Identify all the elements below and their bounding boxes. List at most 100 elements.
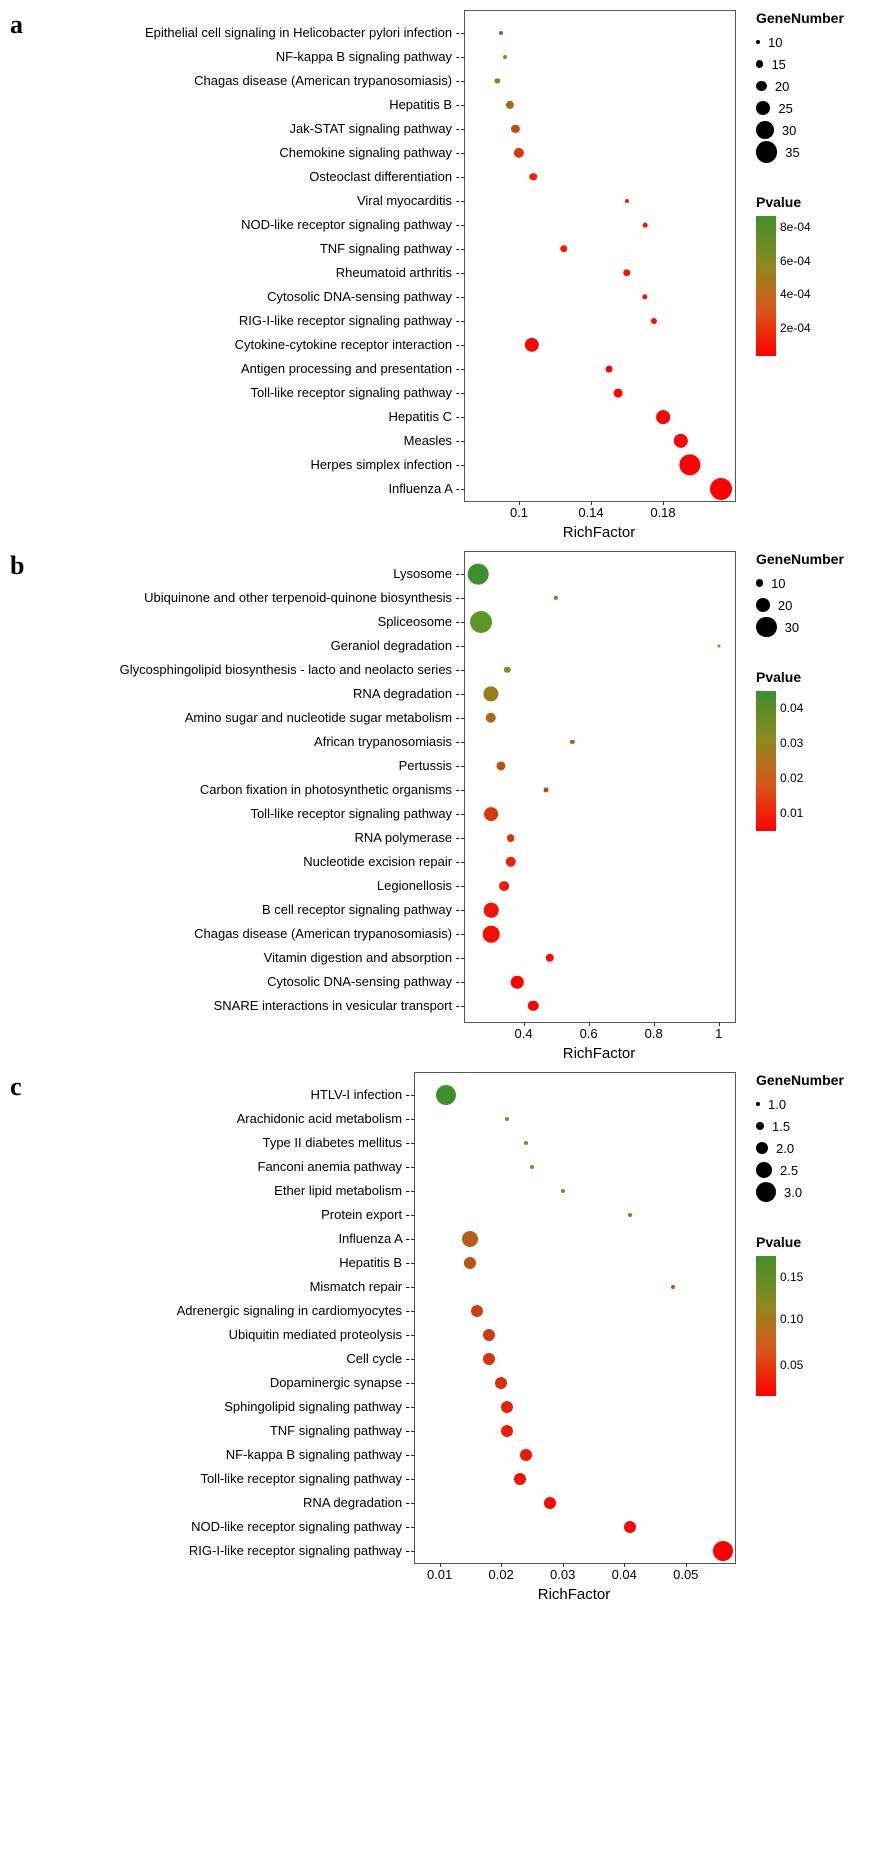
- data-point: [506, 101, 514, 109]
- y-tick-label: Chemokine signaling pathway -: [30, 140, 460, 164]
- data-point: [628, 1213, 632, 1217]
- y-tick-label: TNF signaling pathway -: [30, 236, 460, 260]
- data-point: [614, 389, 623, 398]
- y-tick-label: Hepatitis B -: [30, 92, 460, 116]
- legends: GeneNumber102030Pvalue0.040.030.020.01: [756, 551, 844, 831]
- data-point: [484, 807, 498, 821]
- y-tick: [411, 1311, 415, 1312]
- data-point: [717, 645, 720, 648]
- colorbar: 0.150.100.05: [756, 1256, 776, 1396]
- colorbar: 8e-046e-044e-042e-04: [756, 216, 776, 356]
- y-tick: [411, 1383, 415, 1384]
- size-legend-title: GeneNumber: [756, 10, 844, 26]
- y-tick: [411, 1479, 415, 1480]
- y-tick-label: Hepatitis B -: [30, 1250, 410, 1274]
- y-tick: [461, 694, 465, 695]
- x-tick-label: 0.8: [645, 1026, 663, 1041]
- x-tick-label: 0.01: [427, 1567, 452, 1582]
- size-swatch: [756, 141, 777, 162]
- y-tick: [461, 33, 465, 34]
- y-tick-label: Rheumatoid arthritis -: [30, 260, 460, 284]
- y-tick-label: Carbon fixation in photosynthetic organi…: [30, 777, 460, 801]
- figure-root: aEpithelial cell signaling in Helicobact…: [10, 10, 894, 1603]
- size-swatch: [756, 617, 777, 638]
- y-tick: [461, 1006, 465, 1007]
- y-tick-label: Toll-like receptor signaling pathway -: [30, 380, 460, 404]
- y-tick: [461, 81, 465, 82]
- y-tick-label: Epithelial cell signaling in Helicobacte…: [30, 20, 460, 44]
- y-tick: [411, 1551, 415, 1552]
- y-tick-label: Influenza A -: [30, 1226, 410, 1250]
- y-tick-label: NF-kappa B signaling pathway -: [30, 1442, 410, 1466]
- y-tick: [461, 670, 465, 671]
- data-point: [511, 976, 524, 989]
- y-tick-label: NOD-like receptor signaling pathway -: [30, 1514, 410, 1538]
- data-point: [643, 223, 648, 228]
- y-tick: [411, 1287, 415, 1288]
- y-tick: [461, 417, 465, 418]
- y-tick-label: Glycosphingolipid biosynthesis - lacto a…: [30, 657, 460, 681]
- size-swatch: [756, 1122, 764, 1130]
- size-legend-item: 15: [756, 54, 844, 74]
- y-tick: [461, 742, 465, 743]
- chart-wrap: Epithelial cell signaling in Helicobacte…: [10, 10, 894, 541]
- data-point: [483, 1329, 495, 1341]
- panel-a: aEpithelial cell signaling in Helicobact…: [10, 10, 894, 541]
- size-legend-item: 20: [756, 76, 844, 96]
- data-point: [505, 1117, 509, 1121]
- y-tick: [461, 910, 465, 911]
- size-swatch: [756, 40, 760, 44]
- y-axis-labels: HTLV-I infection -Arachidonic acid metab…: [30, 1072, 414, 1562]
- data-point: [484, 903, 499, 918]
- y-tick-label: HTLV-I infection -: [30, 1082, 410, 1106]
- data-point: [651, 318, 657, 324]
- y-tick-label: SNARE interactions in vesicular transpor…: [30, 993, 460, 1017]
- x-tick-label: 0.14: [578, 505, 603, 520]
- y-tick-label: NOD-like receptor signaling pathway -: [30, 212, 460, 236]
- y-tick: [461, 838, 465, 839]
- size-swatch: [756, 579, 763, 586]
- y-tick: [411, 1359, 415, 1360]
- size-legend-label: 20: [775, 79, 789, 94]
- data-point: [499, 881, 509, 891]
- size-legend-item: 35: [756, 142, 844, 162]
- data-point: [524, 338, 538, 352]
- data-point: [511, 125, 519, 133]
- y-tick: [461, 465, 465, 466]
- size-swatch: [756, 121, 774, 139]
- y-tick: [461, 958, 465, 959]
- y-tick: [411, 1119, 415, 1120]
- data-point: [624, 1521, 636, 1533]
- size-legend-item: 1.5: [756, 1116, 844, 1136]
- y-tick-label: Dopaminergic synapse -: [30, 1370, 410, 1394]
- y-tick-label: Antigen processing and presentation -: [30, 356, 460, 380]
- panel-label: c: [10, 1072, 22, 1102]
- data-point: [503, 55, 507, 59]
- colorbar-tick-label: 8e-04: [780, 220, 811, 234]
- size-legend-item: 20: [756, 595, 844, 615]
- y-tick-label: Fanconi anemia pathway -: [30, 1154, 410, 1178]
- y-tick: [461, 489, 465, 490]
- size-legend-label: 30: [785, 620, 799, 635]
- data-point: [710, 478, 732, 500]
- size-legend-item: 1.0: [756, 1094, 844, 1114]
- data-point: [530, 173, 537, 180]
- colorbar-tick-label: 2e-04: [780, 321, 811, 335]
- data-point: [499, 31, 503, 35]
- data-point: [471, 1305, 483, 1317]
- data-point: [561, 1189, 565, 1193]
- size-legend-item: 10: [756, 573, 844, 593]
- size-legend-title: GeneNumber: [756, 551, 844, 567]
- data-point: [501, 1425, 513, 1437]
- y-tick: [411, 1335, 415, 1336]
- plot-column: 0.10.140.18RichFactor: [464, 10, 736, 541]
- size-legend-label: 15: [771, 57, 785, 72]
- size-swatch: [756, 1162, 772, 1178]
- size-swatch: [756, 598, 770, 612]
- y-tick: [411, 1431, 415, 1432]
- data-point: [520, 1449, 532, 1461]
- x-tick-label: 0.4: [515, 1026, 533, 1041]
- size-legend-item: 10: [756, 32, 844, 52]
- y-tick-label: Sphingolipid signaling pathway -: [30, 1394, 410, 1418]
- y-tick-label: Viral myocarditis -: [30, 188, 460, 212]
